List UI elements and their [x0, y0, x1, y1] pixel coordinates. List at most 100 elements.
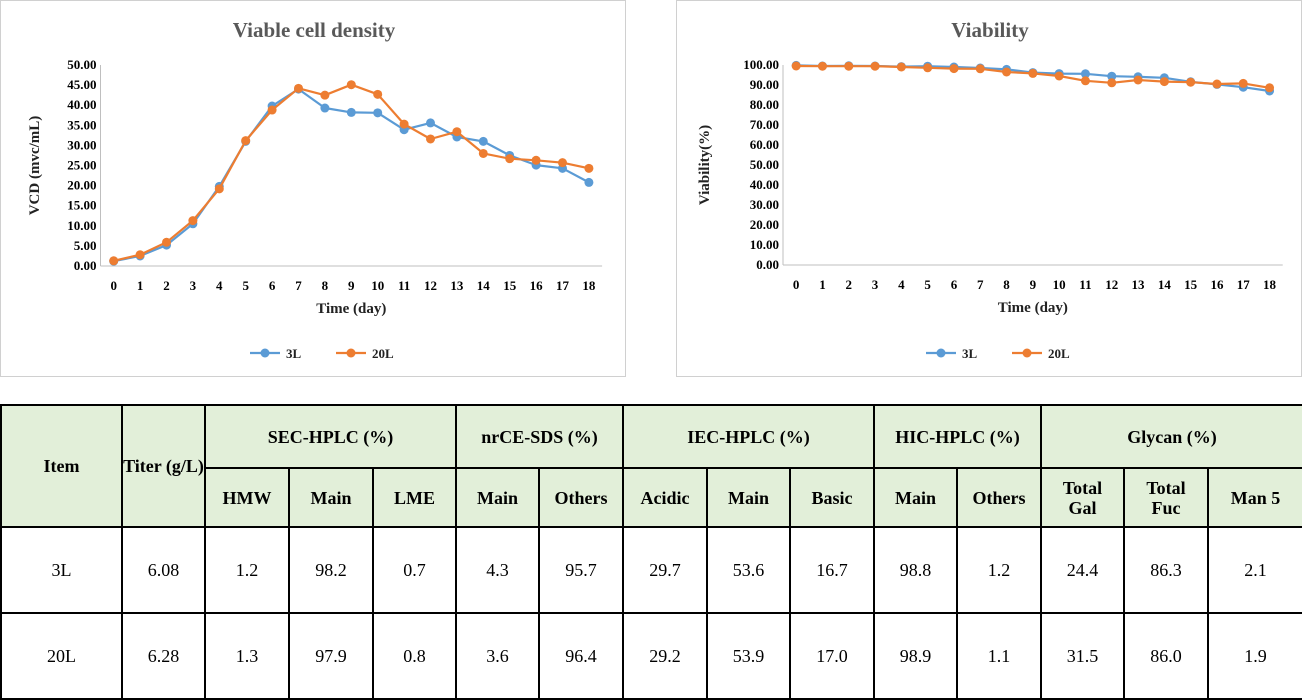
y-tick-label: 60.00: [750, 137, 779, 152]
total-fuc-header: Total Fuc: [1123, 467, 1210, 528]
data-point-3L: [320, 103, 330, 113]
x-tick-label: 5: [924, 277, 931, 292]
data-point-3L: [1107, 71, 1117, 81]
cell: 53.6: [706, 526, 792, 614]
table-header-row-1: Item Titer (g/L) SEC-HPLC (%) nrCE-SDS (…: [0, 404, 1302, 528]
y-tick-label: 50.00: [750, 157, 779, 172]
legend-marker-3L: [936, 348, 946, 358]
total-gal-line1: Total: [1062, 477, 1103, 498]
total-gal-line2: Gal: [1068, 497, 1097, 518]
hic-others-header: Others: [956, 467, 1043, 528]
data-point-20L: [1238, 78, 1248, 88]
x-tick-label: 10: [1053, 277, 1066, 292]
basic-header: Basic: [789, 467, 876, 528]
y-tick-label: 90.00: [750, 77, 779, 92]
titer-header: Titer (g/L): [121, 404, 206, 528]
y-tick-label: 80.00: [750, 97, 779, 112]
total-fuc-line1: Total: [1146, 477, 1186, 498]
glycan-header: Glycan (%): [1040, 404, 1302, 469]
x-axis-label: Time (day): [998, 300, 1068, 316]
legend-label-3L: 3L: [962, 346, 978, 361]
cell: 53.9: [706, 612, 792, 700]
chart-title: Viable cell density: [233, 18, 396, 42]
x-tick-label: 9: [348, 278, 355, 293]
cell: 98.2: [288, 526, 374, 614]
data-point-20L: [1107, 78, 1117, 88]
sec-main-header: Main: [288, 467, 374, 528]
y-tick-label: 20.00: [67, 178, 96, 193]
data-point-20L: [558, 158, 567, 168]
x-tick-label: 7: [977, 277, 984, 292]
x-tick-label: 2: [163, 278, 170, 293]
sec-hplc-header: SEC-HPLC (%): [204, 404, 457, 469]
x-tick-label: 18: [1263, 277, 1277, 292]
x-tick-label: 15: [503, 278, 517, 293]
x-tick-label: 8: [322, 278, 329, 293]
data-point-20L: [505, 154, 515, 164]
item-header: Item: [0, 404, 123, 528]
vcd-chart-panel: Viable cell density 0.00 5.00 10.00 15.00 20.…: [0, 0, 626, 377]
cell: 6.28: [121, 612, 206, 700]
cell: 29.7: [622, 526, 709, 614]
y-tick-label: 20.00: [750, 217, 779, 232]
legend-marker-3L: [260, 348, 270, 358]
hmw-header: HMW: [204, 467, 290, 528]
data-point-20L: [817, 61, 827, 71]
cell: 95.7: [537, 526, 625, 614]
data-point-20L: [1080, 76, 1090, 86]
hic-main-header: Main: [873, 467, 959, 528]
cell: 2.1: [1207, 526, 1302, 614]
y-tick-label: 100.00: [743, 57, 779, 72]
y-tick-label: 70.00: [750, 117, 779, 132]
data-point-20L: [584, 163, 594, 173]
x-tick-label: 17: [1237, 277, 1251, 292]
x-tick-label: 6: [269, 278, 276, 293]
data-point-20L: [241, 136, 251, 146]
x-tick-label: 17: [556, 278, 570, 293]
nrce-sds-header: nrCE-SDS (%): [454, 404, 625, 469]
data-point-20L: [949, 64, 959, 74]
data-point-20L: [346, 80, 356, 90]
lme-header: LME: [372, 467, 457, 528]
cell: 31.5: [1040, 612, 1126, 700]
cell: 97.9: [288, 612, 374, 700]
results-table: Item Titer (g/L) SEC-HPLC (%) nrCE-SDS (…: [0, 404, 1302, 700]
x-tick-label: 4: [216, 278, 223, 293]
row-item: 20L: [0, 612, 123, 700]
data-point-20L: [870, 61, 880, 71]
cell: 86.3: [1123, 526, 1210, 614]
x-tick-label: 1: [137, 278, 144, 293]
x-tick-label: 6: [951, 277, 958, 292]
cell: 3.6: [455, 612, 540, 700]
cell: 1.3: [204, 612, 290, 700]
cell: 1.1: [956, 612, 1043, 700]
iec-main-header: Main: [706, 467, 792, 528]
data-point-20L: [975, 64, 985, 74]
chart-title: Viability: [951, 18, 1029, 42]
y-tick-label: 10.00: [750, 237, 779, 252]
x-tick-label: 0: [793, 277, 800, 292]
data-point-3L: [1080, 69, 1090, 79]
x-tick-label: 14: [1158, 277, 1172, 292]
y-tick-label: 10.00: [67, 218, 96, 233]
cell: 29.2: [622, 612, 709, 700]
data-point-20L: [1028, 68, 1038, 78]
data-point-20L: [320, 90, 330, 100]
y-tick-label: 15.00: [67, 198, 96, 213]
y-tick-label: 40.00: [67, 97, 96, 112]
data-point-20L: [294, 83, 303, 93]
x-tick-label: 8: [1003, 277, 1010, 292]
cell: 1.9: [1207, 612, 1302, 700]
cell: 16.7: [789, 526, 876, 614]
data-point-20L: [188, 216, 198, 226]
x-tick-label: 5: [242, 278, 249, 293]
table-row: 3L 6.08 1.2 98.2 0.7 4.3 95.7 29.7 53.6 …: [0, 526, 1302, 614]
data-point-20L: [1133, 75, 1143, 85]
total-gal-header: Total Gal: [1040, 467, 1126, 528]
data-point-20L: [791, 61, 801, 71]
vcd-chart: Viable cell density 0.00 5.00 10.00 15.00 20.…: [27, 18, 603, 361]
y-tick-label: 50.00: [67, 57, 96, 72]
data-point-20L: [162, 237, 171, 247]
viability-chart: Viability0.0010.0020.0030.0040.0050.0060…: [697, 18, 1283, 361]
data-point-3L: [346, 107, 356, 117]
